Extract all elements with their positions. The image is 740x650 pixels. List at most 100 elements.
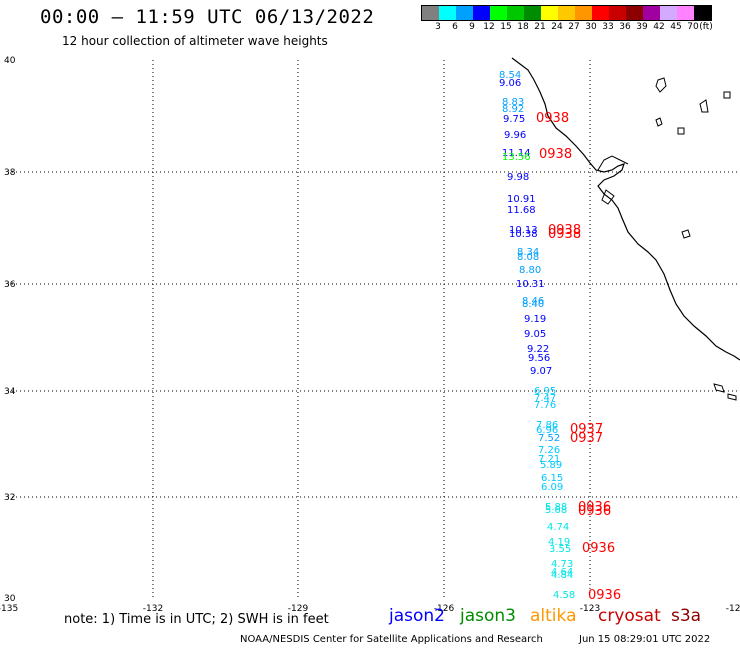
wave-height-value: 10.91 [507,194,536,205]
coastline [511,57,740,361]
scale-swatch [490,6,507,20]
wave-height-value: 4.64 [551,567,573,578]
pass-time-tag: 0937 [570,431,603,446]
wave-height-value: 11.68 [507,205,536,216]
wave-height-value: 8.54 [499,70,521,81]
scale-swatch [473,6,490,20]
wave-height-value: 5.89 [540,460,562,471]
longitude-label: -132 [143,604,163,614]
scale-swatch [507,6,524,20]
satellite-legend-s3a: s3a [671,606,702,626]
scale-label: (ft) [699,22,713,32]
scale-label: 9 [469,22,475,32]
scale-label: 27 [568,22,580,32]
latitude-label: 38 [4,168,16,178]
island-c [699,99,709,113]
color-scale-bar [421,5,712,21]
wave-height-value: 8.46 [522,296,544,307]
island-e [681,229,691,239]
wave-height-value: 7.86 [536,420,558,431]
wave-height-value: 8.08 [517,252,539,263]
wave-height-value: 9.56 [528,353,550,364]
wave-height-value: 10.31 [516,279,545,290]
pass-time-tag: 0938 [548,227,581,242]
wave-height-value: 9.07 [530,366,552,377]
wave-height-value: 6.96 [536,425,558,436]
wave-height-value: 4.58 [553,590,575,601]
wave-height-value: 10.38 [509,229,538,240]
latitude-label: 36 [4,280,16,290]
wave-height-value: 10.13 [509,225,538,236]
map-subtitle: 12 hour collection of altimeter wave hei… [62,34,328,48]
scale-label: 45 [670,22,682,32]
longitude-label: -135 [0,604,18,614]
island-b [677,127,685,135]
longitude-label: -123 [580,604,600,614]
scale-swatch [626,6,643,20]
wave-height-value: 3.55 [549,544,571,555]
scale-swatch [439,6,456,20]
scale-label: 42 [653,22,665,32]
scale-swatch [609,6,626,20]
island-g [727,393,737,401]
wave-height-value: 13.56 [502,152,531,163]
scale-label: 3 [435,22,441,32]
note-text: note: 1) Time is in UTC; 2) SWH is in fe… [64,612,329,627]
footer-credit: NOAA/NESDIS Center for Satellite Applica… [240,634,543,645]
scale-swatch [694,6,711,20]
pass-time-tag: 0938 [548,223,581,238]
wave-height-value: 8.34 [517,247,539,258]
wave-height-value: 4.19 [548,537,570,548]
california-coastline [511,57,740,401]
latitude-label: 30 [4,594,16,604]
latitude-label: 34 [4,387,16,397]
scale-swatch [575,6,592,20]
satellite-legend-cryosat: cryosat [598,606,661,626]
wave-height-value: 9.05 [524,329,546,340]
lake [655,117,663,127]
scale-label: 70 [687,22,699,32]
wave-height-value: 4.73 [551,559,573,570]
wave-height-value: 7.76 [534,400,556,411]
pass-time-tag: 0936 [588,588,621,603]
scale-swatch [660,6,677,20]
wave-height-value: 9.96 [504,130,526,141]
scale-label: 6 [452,22,458,32]
scale-swatch [422,6,439,20]
island-a [655,77,667,93]
wave-height-value: 4.84 [551,570,573,581]
pass-time-tag: 0936 [578,500,611,515]
scale-label: 24 [551,22,563,32]
pass-time-tag: 0937 [570,422,603,437]
footer-timestamp: Jun 15 08:29:01 UTC 2022 [579,634,711,645]
scale-swatch [456,6,473,20]
wave-height-value: 7.21 [538,454,560,465]
scale-swatch [541,6,558,20]
pass-time-tag: 0936 [582,541,615,556]
latitude-label: 32 [4,493,15,503]
wave-height-value: 8.80 [519,265,541,276]
scale-swatch [558,6,575,20]
wave-height-value: 6.15 [541,473,563,484]
wave-height-value: 5.68 [545,505,567,516]
scale-label: 15 [500,22,512,32]
scale-swatch [524,6,541,20]
scale-label: 12 [483,22,495,32]
longitude-label: -120 [726,604,740,614]
sf-bay [597,155,629,171]
wave-height-value: 7.26 [538,445,560,456]
satellite-legend-jason2: jason2 [389,606,445,626]
wave-height-value: 7.47 [534,393,556,404]
wave-height-value: 6.09 [541,482,563,493]
wave-height-value: 9.75 [503,114,525,125]
lat-lon-grid: 40 38 36 34 32 30-135 -132 -129 -126 -123 -120 [0,56,740,614]
longitude-label: -129 [288,604,309,614]
wave-height-value: 9.98 [507,172,529,183]
pass-time-tag: 0938 [539,147,572,162]
longitude-label: -126 [434,604,455,614]
wave-height-value: 8.40 [522,299,544,310]
latitude-label: 40 [4,56,16,66]
wave-height-value: 9.06 [499,78,521,89]
wave-height-value: 5.88 [545,502,567,513]
